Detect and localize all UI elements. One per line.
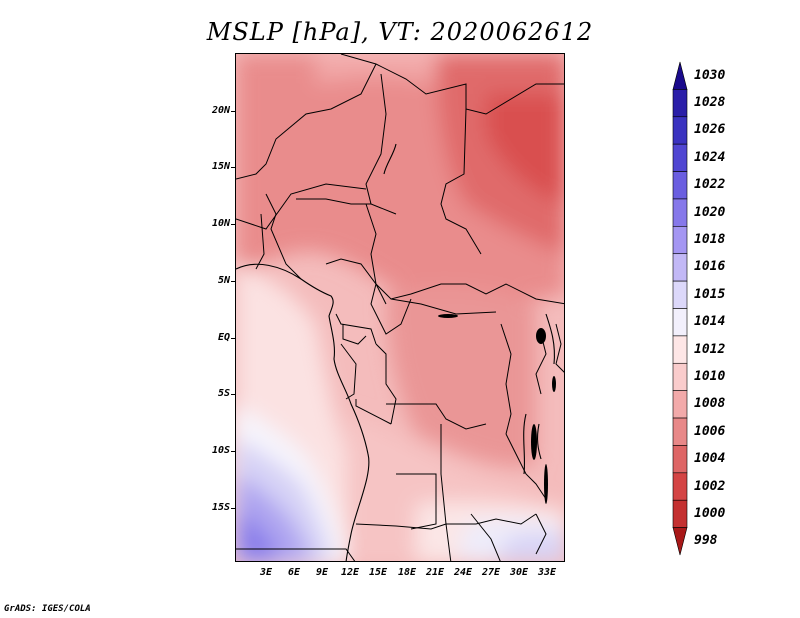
colorbar-swatch <box>672 308 688 337</box>
colorbar-label: 1020 <box>694 204 726 220</box>
country-borders <box>236 54 564 561</box>
lat-tick <box>231 167 235 168</box>
lon-label-27e: 27E <box>481 567 501 578</box>
pressure-field-svg <box>236 54 564 561</box>
lat-tick <box>231 281 235 282</box>
colorbar-swatch <box>672 390 688 419</box>
colorbar-swatch <box>672 499 688 528</box>
colorbar-swatch <box>672 226 688 255</box>
lon-label-15e: 15E <box>368 567 388 578</box>
lat-label-5s: 5S <box>217 388 230 399</box>
colorbar-label: 1018 <box>694 232 726 248</box>
colorbar-label: 1004 <box>694 451 726 467</box>
lat-label-5n: 5N <box>217 275 230 286</box>
colorbar-label: 1016 <box>694 259 726 275</box>
colorbar-label: 998 <box>694 533 718 549</box>
colorbar-swatch <box>672 445 688 474</box>
map-title: MSLP [hPa], VT: 2020062612 <box>206 18 594 46</box>
lon-label-3e: 3E <box>259 567 273 578</box>
colorbar-label: 1030 <box>694 67 726 83</box>
lon-label-9e: 9E <box>315 567 329 578</box>
southeast-high <box>496 533 564 561</box>
lat-tick <box>231 508 235 509</box>
colorbar-label: 1000 <box>694 505 726 521</box>
deep-low-zone <box>486 94 564 204</box>
colorbar-label: 1015 <box>694 286 726 302</box>
lon-label-33e: 33E <box>537 567 557 578</box>
colorbar-swatch <box>672 143 688 172</box>
lat-tick <box>231 224 235 225</box>
colorbar-swatch <box>672 335 688 364</box>
lat-tick <box>231 338 235 339</box>
lon-label-24e: 24E <box>453 567 473 578</box>
colorbar-label: 1028 <box>694 95 726 111</box>
lat-label-eq: EQ <box>217 332 230 343</box>
colorbar-label: 1022 <box>694 177 726 193</box>
lat-tick <box>231 451 235 452</box>
colorbar-label: 1008 <box>694 396 726 412</box>
colorbar-swatch <box>672 198 688 227</box>
coastlines <box>236 143 555 561</box>
colorbar-label: 1014 <box>694 314 726 330</box>
atlantic-high-core <box>236 509 280 561</box>
lon-label-6e: 6E <box>287 567 301 578</box>
lat-label-15n: 15N <box>211 161 230 172</box>
colorbar-label: 1026 <box>694 122 726 138</box>
lakes <box>438 314 556 504</box>
lon-label-21e: 21E <box>425 567 445 578</box>
congo-basin-zone <box>386 287 536 467</box>
colorbar-swatch <box>672 253 688 282</box>
colorbar-swatch <box>672 171 688 200</box>
lon-label-18e: 18E <box>397 567 417 578</box>
pressure-map <box>235 53 565 562</box>
colorbar-swatch <box>672 280 688 309</box>
lat-label-10n: 10N <box>211 218 230 229</box>
grads-credit: GrADS: IGES/COLA <box>4 604 91 614</box>
colorbar-label: 1012 <box>694 341 726 357</box>
colorbar-swatch <box>672 362 688 391</box>
lon-label-12e: 12E <box>340 567 360 578</box>
colorbar-swatch <box>672 417 688 446</box>
north-sahara-ridge <box>316 54 436 84</box>
colorbar-label: 1024 <box>694 149 726 165</box>
lat-tick <box>231 111 235 112</box>
colorbar-swatch <box>672 89 688 118</box>
lat-tick <box>231 394 235 395</box>
colorbar-swatch <box>672 472 688 501</box>
colorbar-swatch <box>672 116 688 145</box>
lon-label-30e: 30E <box>509 567 529 578</box>
lat-label-10s: 10S <box>211 445 230 456</box>
colorbar-label: 1002 <box>694 478 726 494</box>
colorbar-label: 1006 <box>694 423 726 439</box>
lat-label-15s: 15S <box>211 502 230 513</box>
lat-label-20n: 20N <box>211 105 230 116</box>
colorbar-swatch <box>672 527 688 556</box>
colorbar-swatch <box>672 61 688 90</box>
colorbar-label: 1010 <box>694 368 726 384</box>
